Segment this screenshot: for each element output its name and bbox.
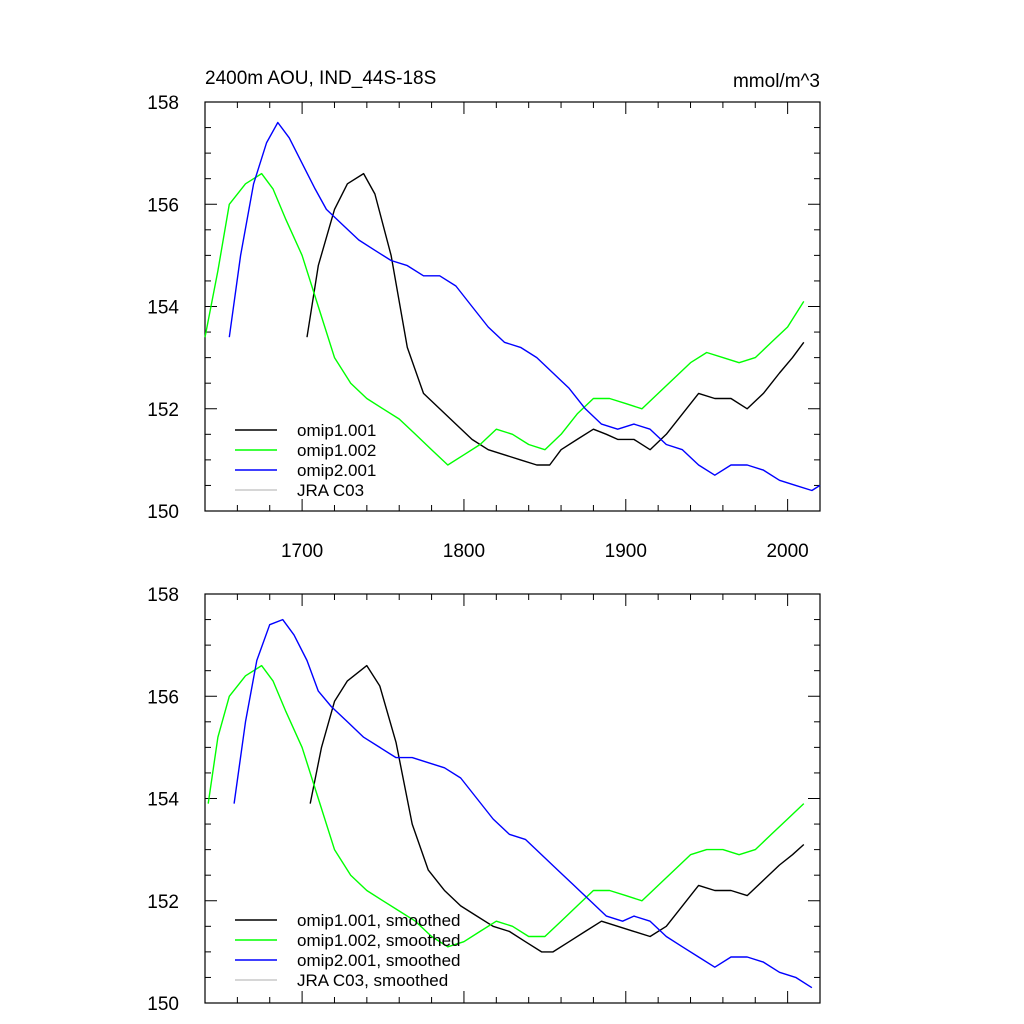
top-series-lines xyxy=(204,121,821,492)
top-x-tick-label: 1800 xyxy=(443,541,485,562)
top-x-tick-label: 1700 xyxy=(281,541,323,562)
top-legend-label-3: JRA C03 xyxy=(297,481,364,500)
top-legend-label-0: omip1.001 xyxy=(297,421,376,440)
top-y-tick-label: 152 xyxy=(147,400,179,421)
bottom-series-line-2 xyxy=(233,618,813,989)
bottom-legend-label-2: omip2.001, smoothed xyxy=(297,951,461,970)
top-panel-units: mmol/m^3 xyxy=(733,71,820,92)
top-panel-title: 2400m AOU, IND_44S-18S xyxy=(205,68,436,89)
bottom-series-line-0 xyxy=(309,664,805,953)
bottom-panel: 150 152 154 156 158 omip1.001, smoothedomip1… xyxy=(147,585,821,1015)
top-y-tick-label: 150 xyxy=(147,502,179,523)
bottom-y-tick-label: 152 xyxy=(147,892,179,913)
bottom-y-tick-label: 156 xyxy=(147,687,179,708)
top-legend-label-2: omip2.001 xyxy=(297,461,376,480)
top-series-line-0 xyxy=(306,172,805,466)
top-y-tick-label: 154 xyxy=(147,298,179,319)
top-panel: 150 152 154 156 158 1700 1800 1900 2000 omip1.00… xyxy=(147,68,821,562)
bottom-legend-label-3: JRA C03, smoothed xyxy=(297,971,448,990)
top-axis-ticks: 150 152 154 156 158 1700 1800 1900 2000 xyxy=(147,93,821,562)
top-series-line-2 xyxy=(228,121,821,492)
top-y-tick-label: 156 xyxy=(147,195,179,216)
bottom-series-line-1 xyxy=(207,664,805,948)
bottom-y-tick-label: 150 xyxy=(147,994,179,1015)
bottom-y-tick-label: 158 xyxy=(147,585,179,606)
top-y-tick-label: 158 xyxy=(147,93,179,114)
top-x-tick-label: 2000 xyxy=(766,541,808,562)
top-legend-label-1: omip1.002 xyxy=(297,441,376,460)
bottom-legend-label-1: omip1.002, smoothed xyxy=(297,931,461,950)
bottom-axis-ticks: 150 152 154 156 158 xyxy=(147,585,821,1015)
bottom-legend-label-0: omip1.001, smoothed xyxy=(297,911,461,930)
bottom-series-lines xyxy=(207,618,813,989)
bottom-y-tick-label: 154 xyxy=(147,790,179,811)
top-series-line-1 xyxy=(204,172,805,466)
top-x-tick-label: 1900 xyxy=(605,541,647,562)
